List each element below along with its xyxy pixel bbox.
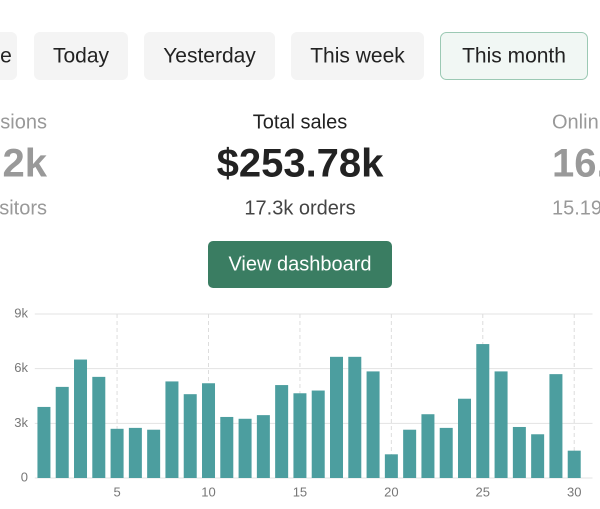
bar xyxy=(220,416,234,478)
bar xyxy=(110,428,124,478)
stat-sub: sitors xyxy=(0,197,47,219)
bar xyxy=(74,359,88,478)
chart: 0 3k 6k 9k 5 10 15 20 25 30 xyxy=(14,305,593,499)
y-tick-label: 3k xyxy=(14,415,28,430)
bar xyxy=(275,385,289,478)
bar xyxy=(165,381,179,478)
bar xyxy=(567,450,581,478)
bar xyxy=(293,393,307,478)
x-tick-label: 30 xyxy=(567,484,581,499)
bar xyxy=(202,383,216,478)
bar xyxy=(128,427,142,478)
stat-sub: 17.3k orders xyxy=(244,197,355,219)
y-tick-label: 9k xyxy=(14,305,28,320)
tab-label[interactable]: This week xyxy=(310,45,405,68)
bar xyxy=(384,454,398,478)
bar xyxy=(92,376,106,478)
bar xyxy=(421,414,435,478)
stat-label: Onlin xyxy=(552,111,599,133)
bar xyxy=(348,356,362,478)
bar xyxy=(311,390,325,478)
tab-label[interactable]: Yesterday xyxy=(163,45,256,68)
stat-sub: 15.19 xyxy=(552,197,600,219)
bar xyxy=(439,427,453,478)
tab[interactable] xyxy=(34,32,128,80)
tab[interactable] xyxy=(0,32,17,80)
bar xyxy=(476,344,490,478)
bar xyxy=(549,374,563,478)
x-tick-label: 25 xyxy=(476,484,490,499)
stat-label: sions xyxy=(0,111,47,133)
y-tick-label: 0 xyxy=(21,469,28,484)
x-tick-label: 10 xyxy=(201,484,215,499)
stat-value: $253.78k xyxy=(217,142,385,186)
bar xyxy=(147,429,161,478)
bar xyxy=(366,371,380,478)
bar xyxy=(494,371,508,478)
bar xyxy=(458,398,472,478)
bar xyxy=(512,426,526,478)
y-tick-label: 6k xyxy=(14,360,28,375)
x-tick-label: 5 xyxy=(113,484,120,499)
stat-value: 2k xyxy=(3,142,48,186)
x-tick-label: 20 xyxy=(384,484,398,499)
tab[interactable] xyxy=(144,32,275,80)
bar xyxy=(183,394,197,478)
button-label[interactable]: View dashboard xyxy=(228,253,371,275)
button[interactable] xyxy=(208,241,392,288)
stat-value: 16. xyxy=(552,142,600,186)
tab-label[interactable]: e xyxy=(0,45,12,68)
tab-label[interactable]: Today xyxy=(53,45,110,68)
tab-active[interactable] xyxy=(440,32,588,80)
bar xyxy=(256,415,270,478)
bar xyxy=(330,356,344,478)
stat-label: Total sales xyxy=(253,111,348,133)
tab[interactable] xyxy=(291,32,424,80)
bar xyxy=(55,386,69,478)
bar xyxy=(238,418,252,478)
x-tick-label: 15 xyxy=(293,484,307,499)
bar xyxy=(37,406,51,478)
tab-label[interactable]: This month xyxy=(462,45,566,68)
bar xyxy=(531,434,545,478)
bar xyxy=(403,429,417,478)
